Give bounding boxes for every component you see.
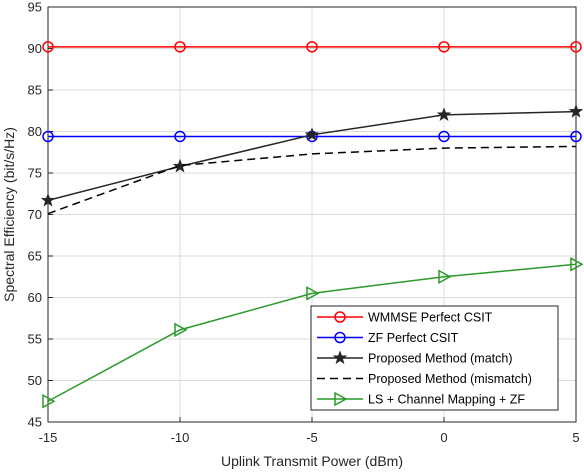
data-point-circle — [438, 41, 450, 53]
x-axis-ticks: -15 -10 -5 0 5 — [39, 417, 580, 445]
legend-entry: LS + Channel Mapping + ZF — [317, 391, 525, 407]
data-point-circle — [334, 331, 346, 344]
data-point-circle — [174, 41, 186, 53]
data-point-star — [172, 158, 188, 173]
y-tick-label: 55 — [28, 332, 42, 347]
data-point-circle — [42, 41, 54, 53]
legend-entry: ZF Perfect CSIT — [317, 331, 459, 345]
data-point-triangle — [174, 322, 188, 338]
legend-label: Proposed Method (match) — [368, 352, 513, 366]
data-point-triangle — [42, 393, 56, 409]
y-tick-label: 75 — [28, 166, 42, 181]
data-point-circle — [438, 130, 450, 143]
x-tick-label: 0 — [440, 430, 447, 445]
x-tick-label: -10 — [171, 430, 190, 445]
series-line — [47, 263, 577, 402]
data-point-circle — [570, 41, 582, 53]
y-axis-ticks: 45 50 55 60 65 70 75 80 85 90 95 — [28, 0, 53, 430]
y-tick-label: 50 — [28, 373, 42, 388]
x-axis-label: Uplink Transmit Power (dBm) — [221, 453, 403, 469]
y-tick-label: 95 — [28, 0, 42, 15]
data-point-star — [332, 350, 348, 365]
legend: WMMSE Perfect CSIT ZF Perfect CSIT Propose… — [310, 305, 559, 411]
data-point-triangle — [334, 391, 348, 407]
legend-label: LS + Channel Mapping + ZF — [368, 393, 525, 407]
data-point-triangle — [306, 286, 320, 301]
series-2 — [40, 103, 584, 207]
data-point-star — [40, 192, 56, 207]
y-tick-label: 80 — [28, 124, 42, 139]
legend-label: WMMSE Perfect CSIT — [368, 311, 493, 325]
x-tick-label: -15 — [39, 430, 58, 445]
series-group — [40, 41, 584, 409]
legend-label: ZF Perfect CSIT — [368, 331, 459, 345]
data-point-star — [304, 127, 320, 142]
y-tick-label: 60 — [28, 290, 42, 305]
legend-entry: Proposed Method (mismatch) — [317, 372, 532, 386]
data-point-triangle — [438, 269, 452, 285]
legend-entry: Proposed Method (match) — [317, 350, 513, 366]
data-point-circle — [570, 130, 582, 143]
series-0 — [42, 41, 582, 53]
legend-entry: WMMSE Perfect CSIT — [317, 311, 493, 325]
y-tick-label: 70 — [28, 207, 42, 222]
data-point-circle — [42, 130, 54, 143]
y-tick-label: 90 — [28, 41, 42, 56]
y-axis-label: Spectral Efficiency (bit/s/Hz) — [1, 127, 17, 302]
y-tick-label: 85 — [28, 83, 42, 98]
data-point-circle — [306, 41, 318, 53]
series-3 — [47, 145, 577, 215]
data-point-circle — [174, 130, 186, 143]
y-tick-label: 45 — [28, 415, 42, 430]
legend-label: Proposed Method (mismatch) — [368, 372, 532, 386]
data-point-star — [436, 107, 452, 122]
data-point-circle — [334, 311, 346, 323]
series-line — [47, 145, 577, 215]
data-point-star — [568, 103, 584, 118]
data-point-triangle — [570, 257, 584, 272]
y-tick-label: 65 — [28, 249, 42, 264]
series-4 — [42, 257, 584, 409]
x-tick-label: 5 — [572, 430, 579, 445]
x-tick-label: -5 — [306, 430, 318, 445]
